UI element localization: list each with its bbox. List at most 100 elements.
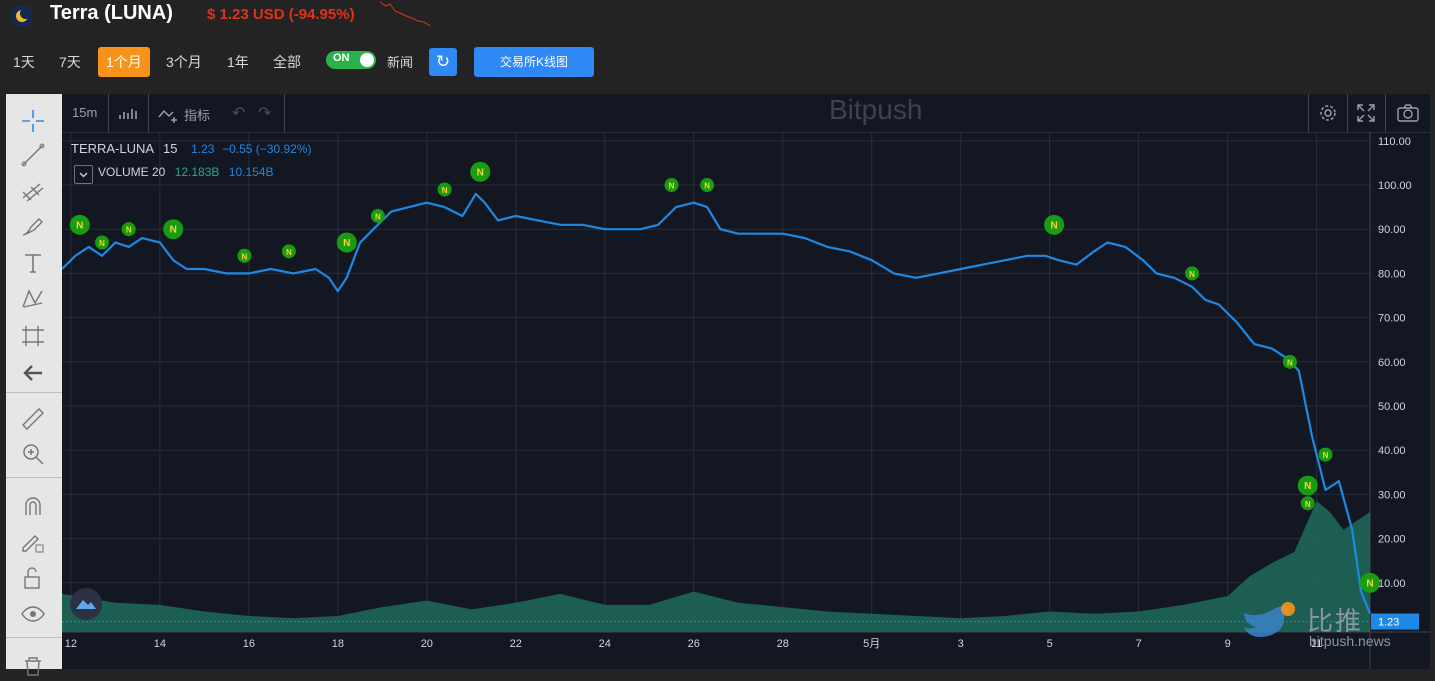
bitpush-watermark: Bitpush: [829, 94, 923, 125]
x-tick-label: 11: [1311, 638, 1322, 650]
volume-collapse-button[interactable]: [74, 165, 93, 184]
bird-logo-icon: [1244, 602, 1295, 637]
x-tick-label: 18: [332, 638, 344, 650]
gear-icon: [1320, 105, 1336, 121]
refresh-icon: ↻: [435, 52, 451, 71]
x-tick-label: 24: [599, 638, 611, 650]
news-marker: [370, 208, 385, 223]
pitchfork-tool[interactable]: [6, 172, 62, 206]
news-marker: [237, 248, 252, 263]
camera-icon: [1397, 104, 1419, 122]
ruler-tool[interactable]: [6, 400, 62, 434]
crosshair-tool[interactable]: [6, 102, 62, 136]
news-marker: [1360, 572, 1380, 593]
crosshair-icon: [22, 110, 44, 132]
sparkline-icon: [380, 1, 431, 27]
unlock-tool[interactable]: [6, 559, 62, 593]
news-marker: [281, 244, 296, 259]
undo-icon[interactable]: ↶: [232, 105, 246, 122]
pitchfork-icon: [22, 183, 44, 202]
interval-button[interactable]: 15m: [62, 94, 109, 132]
lock-drawing-tool[interactable]: [6, 523, 62, 557]
news-marker-label: N: [1366, 578, 1373, 589]
y-tick-label: 60.00: [1378, 357, 1406, 369]
indicator-plus-icon: [158, 109, 177, 123]
y-tick-label: 110.00: [1378, 136, 1411, 148]
screenshot-button[interactable]: [1386, 94, 1430, 132]
text-tool[interactable]: [6, 244, 62, 278]
pencil-lock-icon: [22, 535, 44, 553]
toolbar-divider: [6, 392, 62, 393]
measure-tool[interactable]: [6, 317, 62, 351]
volume-value-1: 12.183B: [174, 165, 220, 179]
redo-icon[interactable]: ↷: [258, 105, 272, 122]
x-tick-label: 5: [1047, 638, 1053, 650]
legend-symbol: TERRA-LUNA: [71, 141, 154, 156]
logo-wave-icon: [76, 600, 96, 609]
range-7d-button[interactable]: 7天: [59, 54, 81, 70]
trendline-tool[interactable]: [6, 136, 62, 170]
magnet-tool[interactable]: [6, 487, 62, 521]
pattern-tool[interactable]: [6, 280, 62, 314]
footer-watermark-url: bitpush.news: [1309, 633, 1391, 649]
footer-watermark-text: 比推: [1307, 606, 1364, 636]
news-marker: [69, 214, 90, 235]
y-tick-label: 30.00: [1378, 489, 1406, 501]
refresh-button[interactable]: ↻: [429, 48, 457, 76]
news-marker-label: N: [170, 225, 177, 236]
chevron-down-icon: [79, 172, 88, 178]
chart-logo-button[interactable]: [70, 588, 102, 620]
delete-tool[interactable]: [6, 647, 62, 681]
news-marker: [1300, 496, 1315, 511]
x-tick-label: 12: [65, 638, 77, 650]
news-marker: [121, 222, 136, 237]
volume-value-2: 10.154B: [228, 165, 274, 179]
news-toggle[interactable]: ON: [326, 51, 376, 69]
fullscreen-icon: [1357, 104, 1375, 122]
range-all-button[interactable]: 全部: [273, 54, 301, 70]
ruler-icon: [22, 408, 44, 430]
news-marker-label: N: [1287, 358, 1293, 367]
price-line: [62, 192, 1372, 615]
range-1m-button[interactable]: 1个月: [98, 47, 150, 77]
y-tick-label: 90.00: [1378, 224, 1406, 236]
news-marker-label: N: [477, 167, 484, 178]
range-1d-button[interactable]: 1天: [13, 54, 35, 70]
trendline-icon: [21, 143, 45, 167]
news-marker: [1297, 475, 1318, 496]
undo-redo-group: ↶ ↷: [222, 94, 285, 132]
volume-legend: VOLUME 20 12.183B 10.154B: [74, 165, 274, 184]
unlock-icon: [24, 567, 40, 589]
legend-change: −0.55 (−30.92%): [222, 142, 312, 156]
news-marker: [1185, 266, 1200, 281]
x-tick-label: 3: [958, 638, 964, 650]
exchange-kline-button[interactable]: 交易所K线图: [474, 47, 594, 77]
news-marker-label: N: [442, 186, 448, 195]
settings-button[interactable]: [1308, 94, 1348, 132]
x-tick-label: 22: [510, 638, 522, 650]
news-marker: [437, 182, 452, 197]
news-marker-label: N: [669, 182, 675, 191]
range-bar: 1天 7天 1个月 3个月 1年 全部 ON 新闻 ↻ 交易所K线图: [0, 44, 1435, 78]
x-tick-label: 14: [154, 638, 166, 650]
chart-style-button[interactable]: [108, 94, 149, 132]
visibility-tool[interactable]: [6, 595, 62, 629]
zoom-tool[interactable]: [6, 435, 62, 469]
pattern-icon: [22, 289, 43, 308]
range-3m-button[interactable]: 3个月: [166, 54, 202, 70]
bars-icon: [119, 109, 137, 119]
arrow-left-icon: [23, 365, 42, 381]
coin-price: $ 1.23 USD (-94.95%): [207, 6, 355, 23]
trash-icon: [25, 657, 41, 676]
chart-container: 15m 指标 ↶ ↷ Bitpush N N N N N N N N N N N N N N N N N N N 11…: [6, 94, 1430, 676]
news-marker: [1044, 214, 1065, 235]
y-tick-label: 20.00: [1378, 534, 1406, 546]
back-tool[interactable]: [6, 354, 62, 388]
fullscreen-button[interactable]: [1347, 94, 1386, 132]
y-tick-label: 10.00: [1378, 578, 1406, 590]
news-marker-label: N: [375, 212, 381, 221]
measure-icon: [22, 326, 44, 346]
range-1y-button[interactable]: 1年: [227, 54, 249, 70]
brush-tool[interactable]: [6, 207, 62, 241]
